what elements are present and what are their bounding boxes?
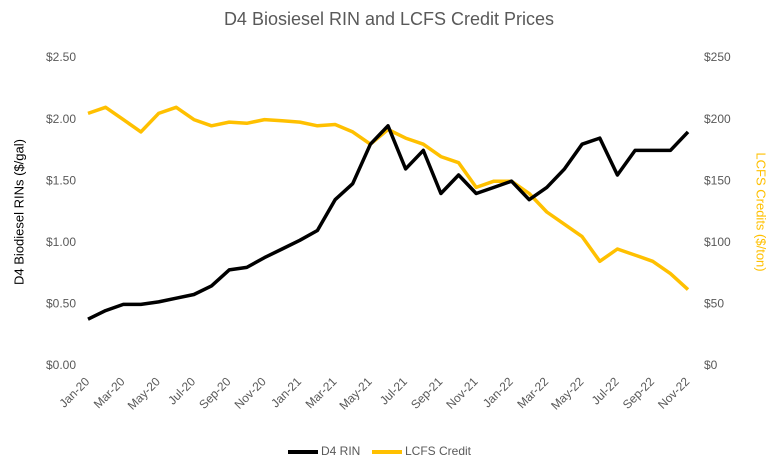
x-tick-label: May-22 <box>548 374 586 412</box>
y-tick-label: $2.50 <box>46 50 76 64</box>
legend-label: D4 RIN <box>321 444 360 458</box>
x-tick-label: Nov-20 <box>232 374 269 411</box>
x-tick-label: Nov-21 <box>443 374 480 411</box>
x-tick-label: Nov-22 <box>655 374 692 411</box>
y2-tick-label: $50 <box>704 297 724 311</box>
legend-label: LCFS Credit <box>405 444 472 458</box>
y2-axis-title: LCFS Credits ($/ton) <box>754 152 769 271</box>
x-tick-label: May-20 <box>125 374 163 412</box>
y-axis-title: D4 Biodiesel RINs ($/gal) <box>11 139 26 285</box>
x-tick-label: Jul-21 <box>377 374 410 407</box>
x-tick-label: Mar-22 <box>514 374 551 411</box>
y-tick-label: $1.50 <box>46 173 76 187</box>
y2-tick-label: $250 <box>704 50 731 64</box>
y2-tick-label: $0 <box>704 358 718 372</box>
x-tick-label: Sep-22 <box>620 374 657 411</box>
chart-title: D4 Biosiesel RIN and LCFS Credit Prices <box>224 9 554 29</box>
y2-tick-label: $200 <box>704 112 731 126</box>
x-tick-label: Sep-21 <box>408 374 445 411</box>
x-tick-label: Jan-21 <box>268 374 304 410</box>
y-tick-label: $1.00 <box>46 235 76 249</box>
line-series <box>87 124 690 321</box>
y2-tick-label: $150 <box>704 173 731 187</box>
x-tick-label: Sep-20 <box>196 374 233 411</box>
x-tick-label: May-21 <box>337 374 375 412</box>
x-tick-label: Jul-20 <box>165 374 198 407</box>
x-tick-label: Jan-22 <box>480 374 516 410</box>
y2-tick-label: $100 <box>704 235 731 249</box>
x-tick-label: Mar-21 <box>303 374 340 411</box>
line-series <box>87 105 690 291</box>
y-tick-label: $0.00 <box>46 358 76 372</box>
y-tick-label: $0.50 <box>46 297 76 311</box>
x-tick-label: Jul-22 <box>589 374 622 407</box>
x-tick-label: Mar-20 <box>91 374 128 411</box>
y-tick-label: $2.00 <box>46 112 76 126</box>
x-tick-label: Jan-20 <box>57 374 93 410</box>
